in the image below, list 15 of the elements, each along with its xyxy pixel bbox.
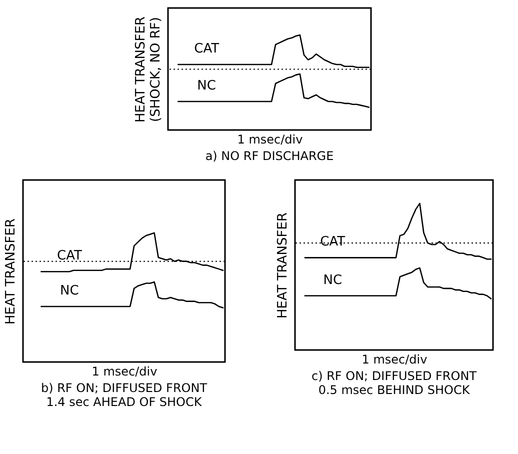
series-label: CAT — [57, 248, 82, 264]
text: a) NO RF DISCHARGE — [205, 149, 334, 163]
series-label: NC — [197, 78, 216, 94]
y-axis-title: HEAT TRANSFER — [4, 218, 18, 324]
y-axis-title: HEAT TRANSFER (SHOCK, NO RF) — [134, 16, 164, 122]
series-label: NC — [323, 272, 342, 288]
y-axis-title: HEAT TRANSFER — [276, 212, 290, 318]
series-label: NC — [60, 283, 79, 298]
series-label: CAT — [320, 234, 346, 250]
x-axis-title: 1 msec/div — [237, 132, 303, 146]
text: b) RF ON; DIFFUSED FRONT 1.4 sec AHEAD OF SHOCK — [40, 381, 208, 409]
x-axis-title: 1 msec/div — [362, 352, 428, 366]
series-label: CAT — [194, 41, 220, 56]
text: c) RF ON; DIFFUSED FRONT 0.5 msec BEHIND SHOCK — [311, 369, 478, 397]
x-axis-title: 1 msec/div — [92, 364, 158, 378]
